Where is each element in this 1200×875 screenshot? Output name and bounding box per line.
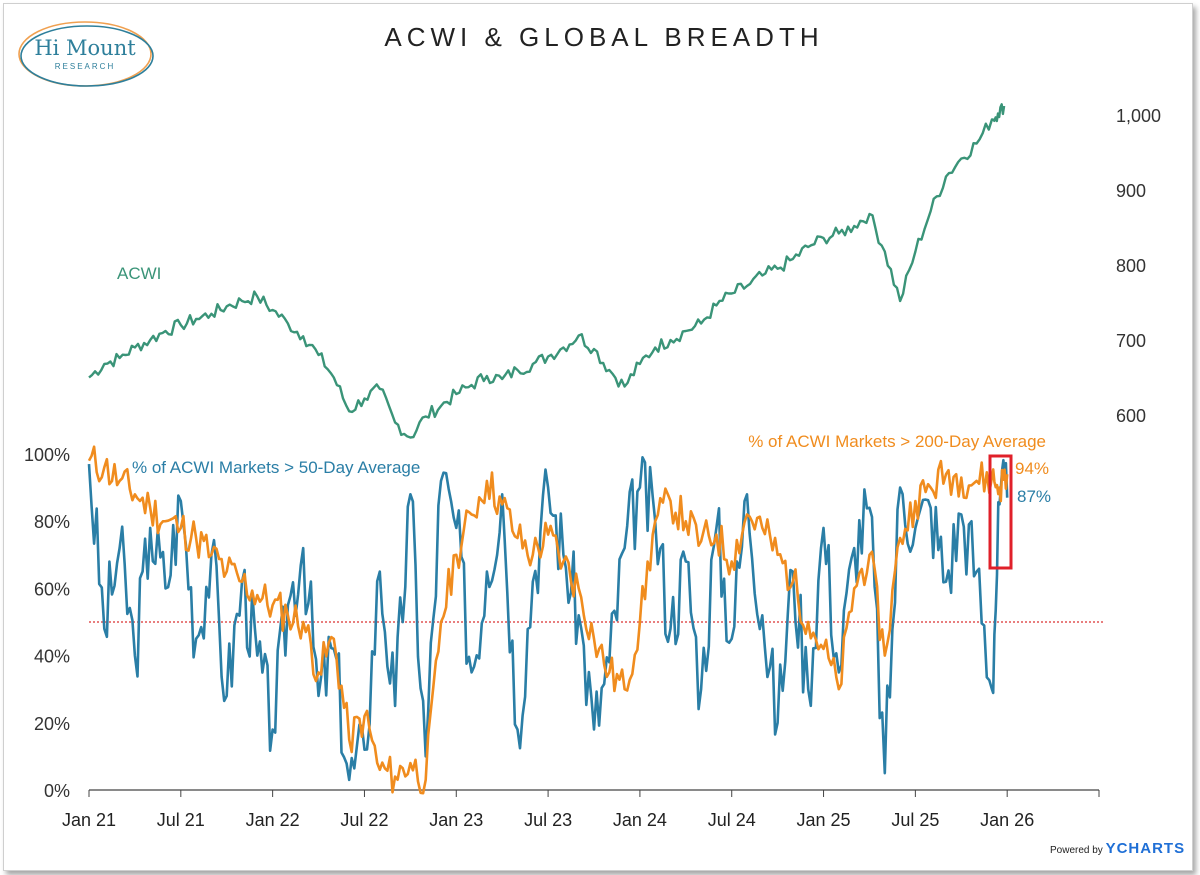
latest-reading-highlight-box [988,454,1013,570]
breadth-axis-tick-label: 20% [34,714,70,734]
x-axis-tick-label: Jan 22 [246,810,300,830]
chart-frame: Hi Mount RESEARCH ACWI & GLOBAL BREADTH … [3,3,1193,871]
acwi-axis-tick-label: 800 [1116,256,1146,276]
x-axis-tick-label: Jan 21 [62,810,116,830]
x-axis-tick-label: Jan 26 [980,810,1034,830]
powered-by-text: Powered by [1050,845,1103,856]
breadth-axis-tick-label: 0% [44,781,70,801]
acwi-axis-tick-label: 1,000 [1116,106,1161,126]
acwi-axis-tick-label: 700 [1116,331,1146,351]
chart-canvas: 600 700 800 900 1,000 0% 20% 40% 60% 80% 100% Jan 2… [24,103,1161,830]
logo-text: Hi Mount [34,36,136,60]
x-axis-tick-label: Jan 25 [797,810,851,830]
x-axis-tick-label: Jul 25 [891,810,939,830]
breadth-axis-tick-label: 60% [34,579,70,599]
breadth-axis-tick-label: 100% [24,445,70,465]
breadth-50-day-label: % of ACWI Markets > 50-Day Average [132,458,420,477]
logo-ellipse [18,21,154,87]
x-axis-tick-label: Jul 23 [524,810,572,830]
acwi-price-line [88,103,1006,439]
acwi-axis-tick-label: 900 [1116,181,1146,201]
acwi-axis-tick-label: 600 [1116,406,1146,426]
breadth-50-day-end-value: 87% [1017,487,1051,506]
breadth-axis-tick-label: 80% [34,512,70,532]
chart-title: ACWI & GLOBAL BREADTH [384,22,824,52]
brand-logo: Hi Mount RESEARCH [16,18,154,90]
breadth-200-day-line [87,445,1009,795]
breadth-50-day-line [87,456,1009,782]
x-axis-tick-label: Jul 21 [157,810,205,830]
x-axis-tick-label: Jul 22 [340,810,388,830]
x-axis-tick-label: Jan 23 [429,810,483,830]
x-axis-tick-label: Jan 24 [613,810,667,830]
breadth-200-day-label: % of ACWI Markets > 200-Day Average [748,432,1046,451]
acwi-series-label: ACWI [117,264,161,283]
ycharts-logo: YCHARTS [1105,840,1186,857]
breadth-200-day-end-value: 94% [1015,459,1049,478]
logo-subtext: RESEARCH [54,62,116,71]
powered-by: Powered by YCHARTS [1050,840,1185,857]
breadth-axis-tick-label: 40% [34,647,70,667]
x-axis-tick-label: Jul 24 [708,810,756,830]
